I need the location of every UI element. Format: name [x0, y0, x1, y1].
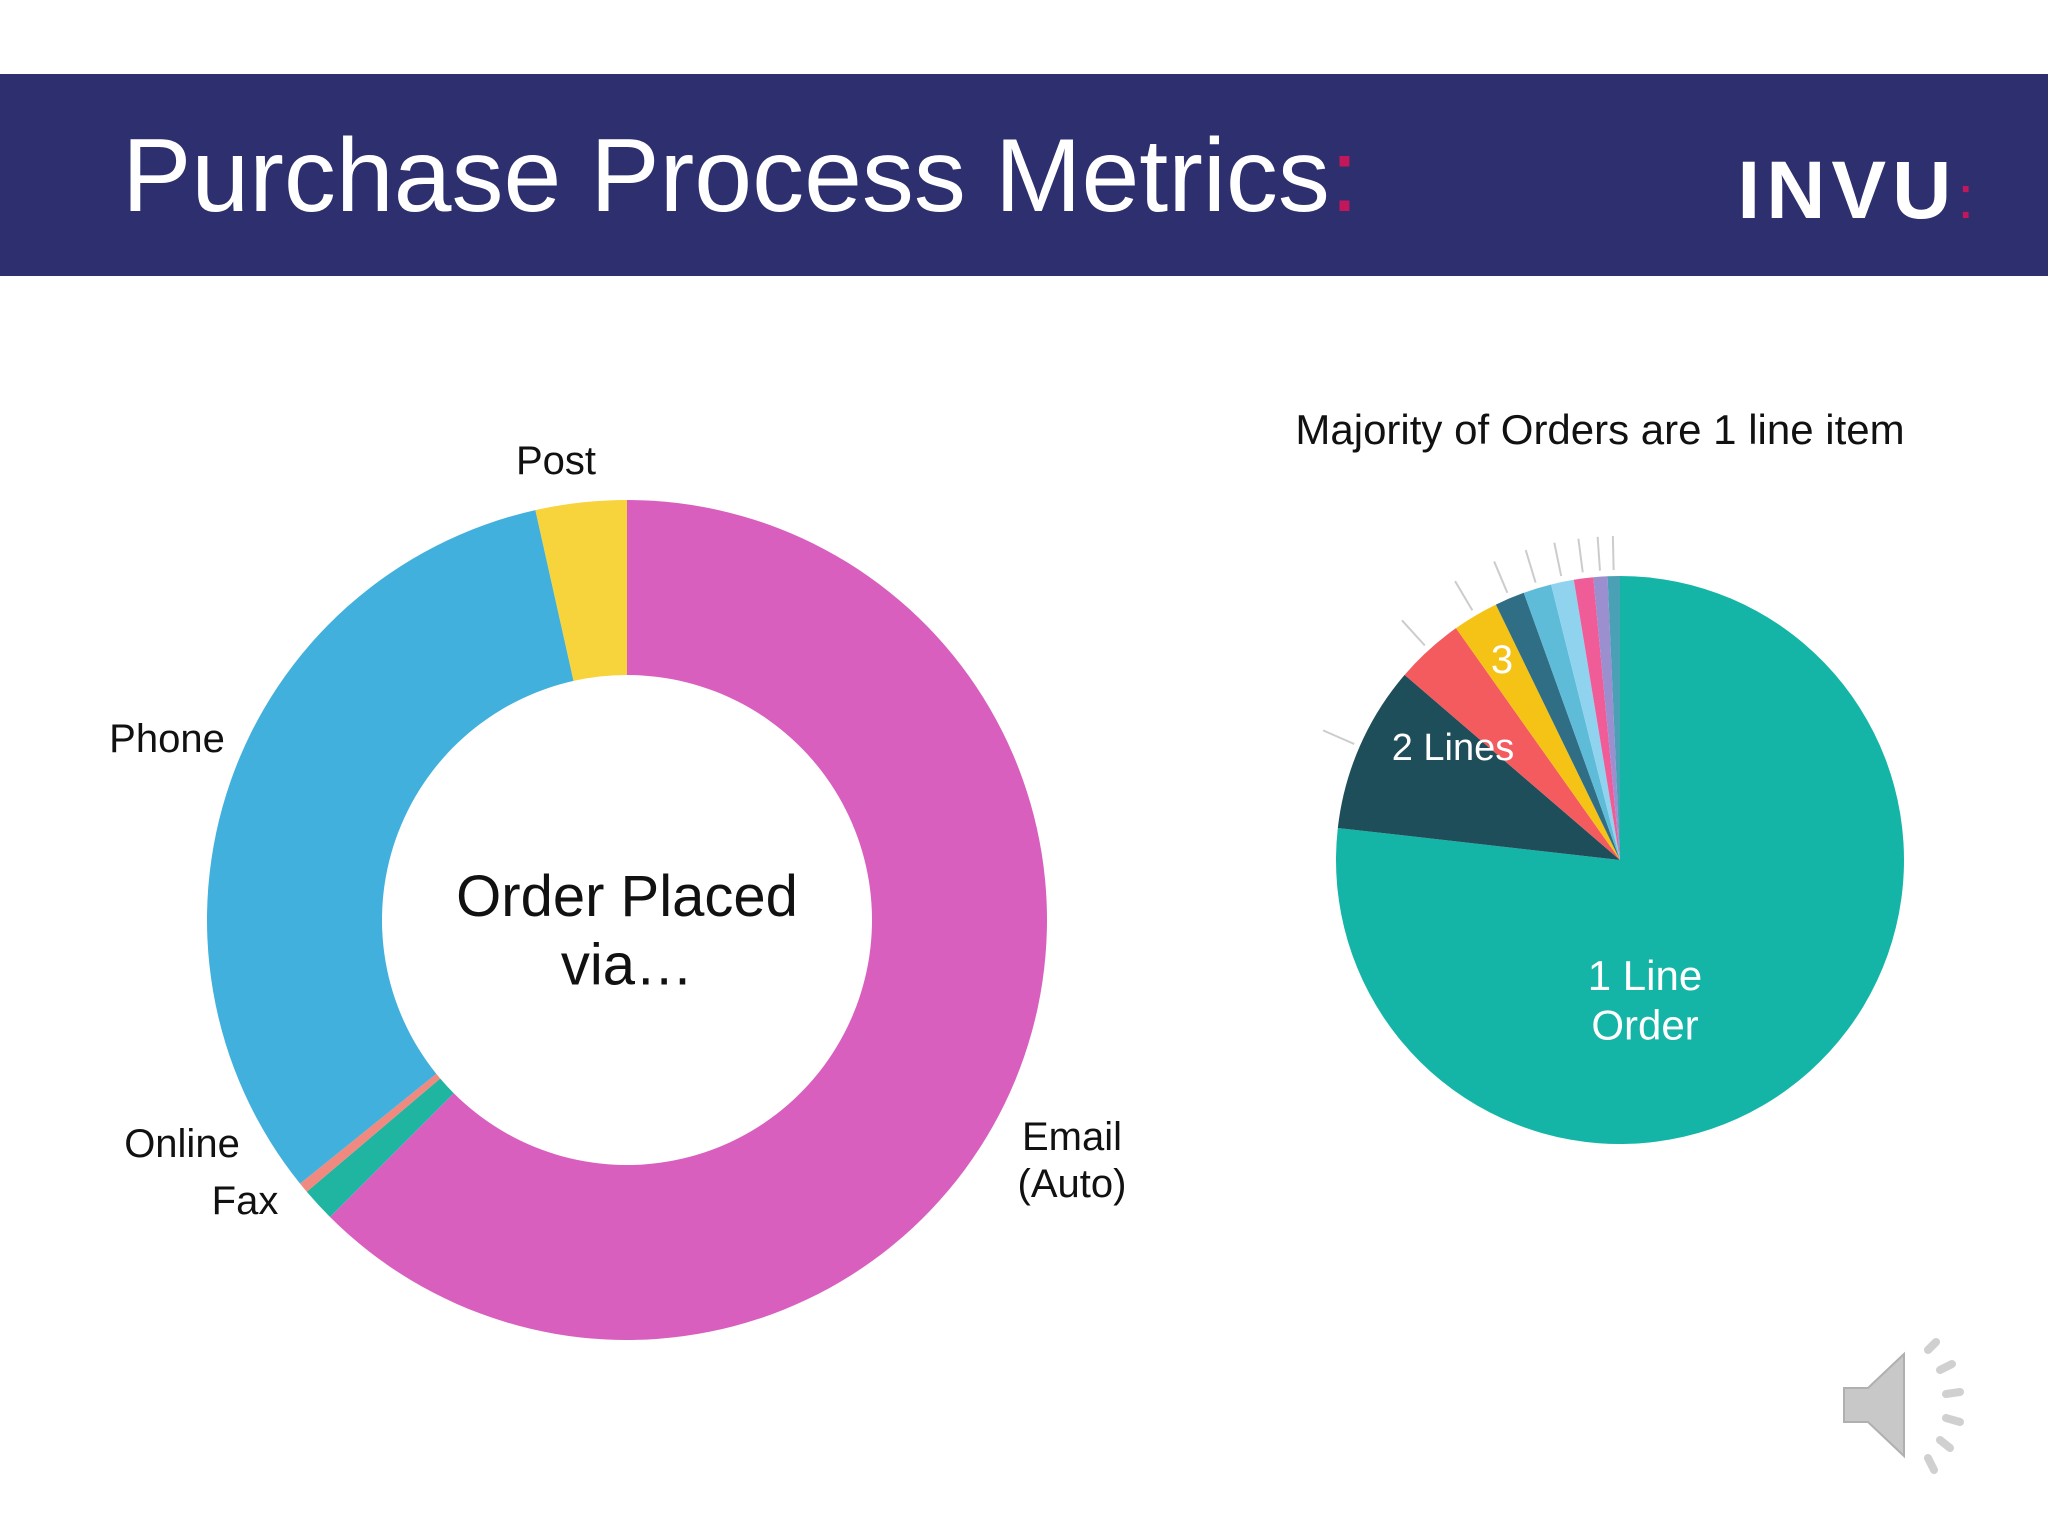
pie-slice-8	[1573, 577, 1620, 860]
logo-text: INVU	[1737, 145, 1958, 236]
donut-label-email-auto: Email (Auto)	[1018, 1115, 1127, 1206]
donut-slice-email-auto	[330, 500, 1047, 1340]
donut-slice-fax	[306, 1078, 454, 1217]
pie-label-3-line: 3	[1491, 638, 1513, 682]
donut-label-phone: Phone	[109, 717, 225, 761]
pie-label-3: 3	[1491, 638, 1513, 682]
logo-colon: :	[1957, 164, 1980, 231]
pie-label-1-line-order-line: Order	[1591, 1002, 1698, 1049]
pie-slice-9	[1593, 576, 1620, 860]
donut-label-fax: Fax	[212, 1179, 279, 1223]
pie-leader-line-9	[1596, 536, 1601, 571]
donut-label-fax-line: Fax	[212, 1179, 279, 1223]
donut-label-post: Post	[516, 439, 596, 483]
donut-label-online: Online	[124, 1122, 240, 1166]
pie-leader-line-8	[1577, 538, 1584, 573]
pie-leader-line-4	[1454, 580, 1474, 611]
speaker-icon[interactable]	[1836, 1330, 1986, 1480]
pie-label-2-lines: 2 Lines	[1392, 727, 1515, 769]
pie-slice-7	[1551, 579, 1620, 860]
invu-logo: INVU:	[1737, 150, 1980, 232]
slide-title: Purchase Process Metrics:	[122, 124, 1359, 228]
pie-chart: Majority of Orders are 1 line item 1 Line…	[1295, 406, 1905, 1144]
pie-chart-title-line: Majority of Orders are 1 line item	[1295, 406, 1904, 453]
pie-slice-2-lines	[1337, 674, 1620, 860]
donut-chart: Order Placed via… Email (Auto) Fax Online Phon…	[109, 439, 1126, 1340]
pie-leader-line-6	[1524, 549, 1537, 583]
pie-leader-line-2-lines	[1322, 729, 1355, 745]
pie-slice-3	[1404, 628, 1620, 860]
donut-label-email-auto-line: (Auto)	[1018, 1162, 1127, 1206]
pie-leader-line-10	[1611, 536, 1615, 571]
donut-center-label-line: Order Placed	[456, 864, 798, 929]
donut-slice-post	[535, 500, 627, 681]
donut-center-label-line: via…	[561, 932, 693, 997]
pie-slice-6	[1523, 584, 1620, 860]
donut-label-phone-line: Phone	[109, 717, 225, 761]
donut-center-label: Order Placed via…	[456, 864, 798, 997]
pie-label-1-line-order: 1 Line Order	[1588, 952, 1702, 1049]
pie-slice-5	[1495, 592, 1620, 860]
pie-label-1-line-order-line: 1 Line	[1588, 952, 1702, 999]
pie-chart-title: Majority of Orders are 1 line item	[1295, 406, 1904, 453]
pie-slice-1-line-order	[1336, 576, 1904, 1144]
pie-leader-line-5	[1493, 561, 1509, 594]
pie-slice-4	[1455, 604, 1620, 860]
donut-label-post-line: Post	[516, 439, 596, 483]
donut-label-email-auto-line: Email	[1022, 1115, 1122, 1159]
donut-slice-online	[300, 1073, 441, 1192]
donut-label-online-line: Online	[124, 1122, 240, 1166]
header-bar	[0, 74, 2048, 276]
pie-slice-10	[1607, 576, 1620, 860]
donut-slice-phone	[206, 510, 574, 1184]
slide-title-text: Purchase Process Metrics	[122, 118, 1330, 234]
pie-leader-line-7	[1553, 542, 1563, 577]
title-colon: :	[1329, 118, 1359, 234]
pie-label-2-lines-line: 2 Lines	[1392, 727, 1515, 769]
pie-leader-line-3	[1401, 619, 1426, 647]
